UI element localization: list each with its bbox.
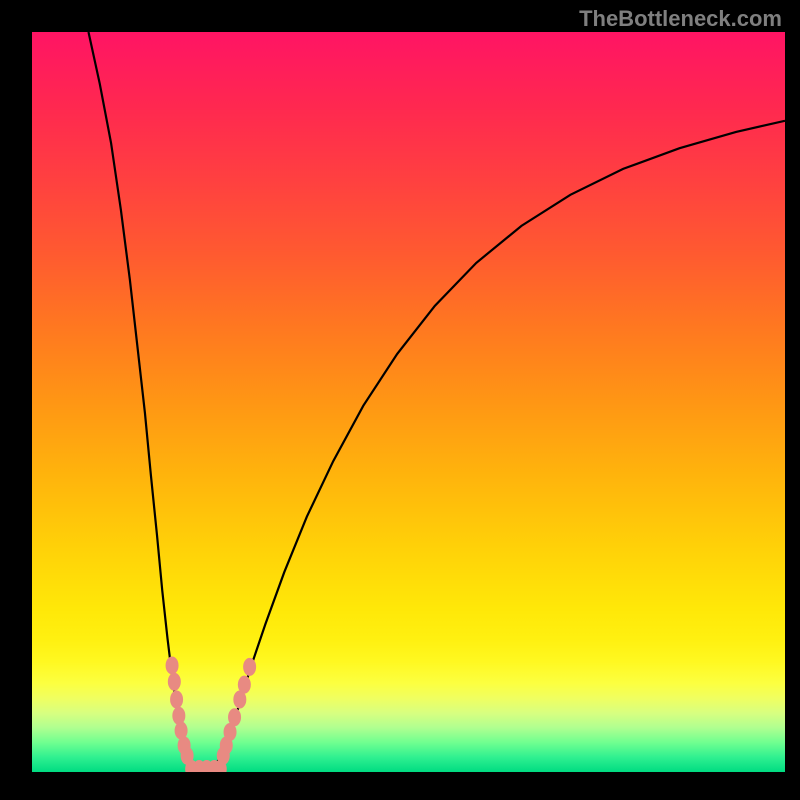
data-marker xyxy=(238,676,251,694)
data-marker xyxy=(228,708,241,726)
data-marker xyxy=(243,658,256,676)
plot-area xyxy=(32,32,785,772)
data-marker xyxy=(168,673,181,691)
data-marker xyxy=(166,656,179,674)
marker-group xyxy=(166,656,257,772)
left-curve xyxy=(88,32,199,770)
data-marker xyxy=(170,690,183,708)
chart-curves-layer xyxy=(32,32,785,772)
watermark-text: TheBottleneck.com xyxy=(579,6,782,32)
right-curve xyxy=(211,121,785,770)
data-marker xyxy=(172,707,185,725)
